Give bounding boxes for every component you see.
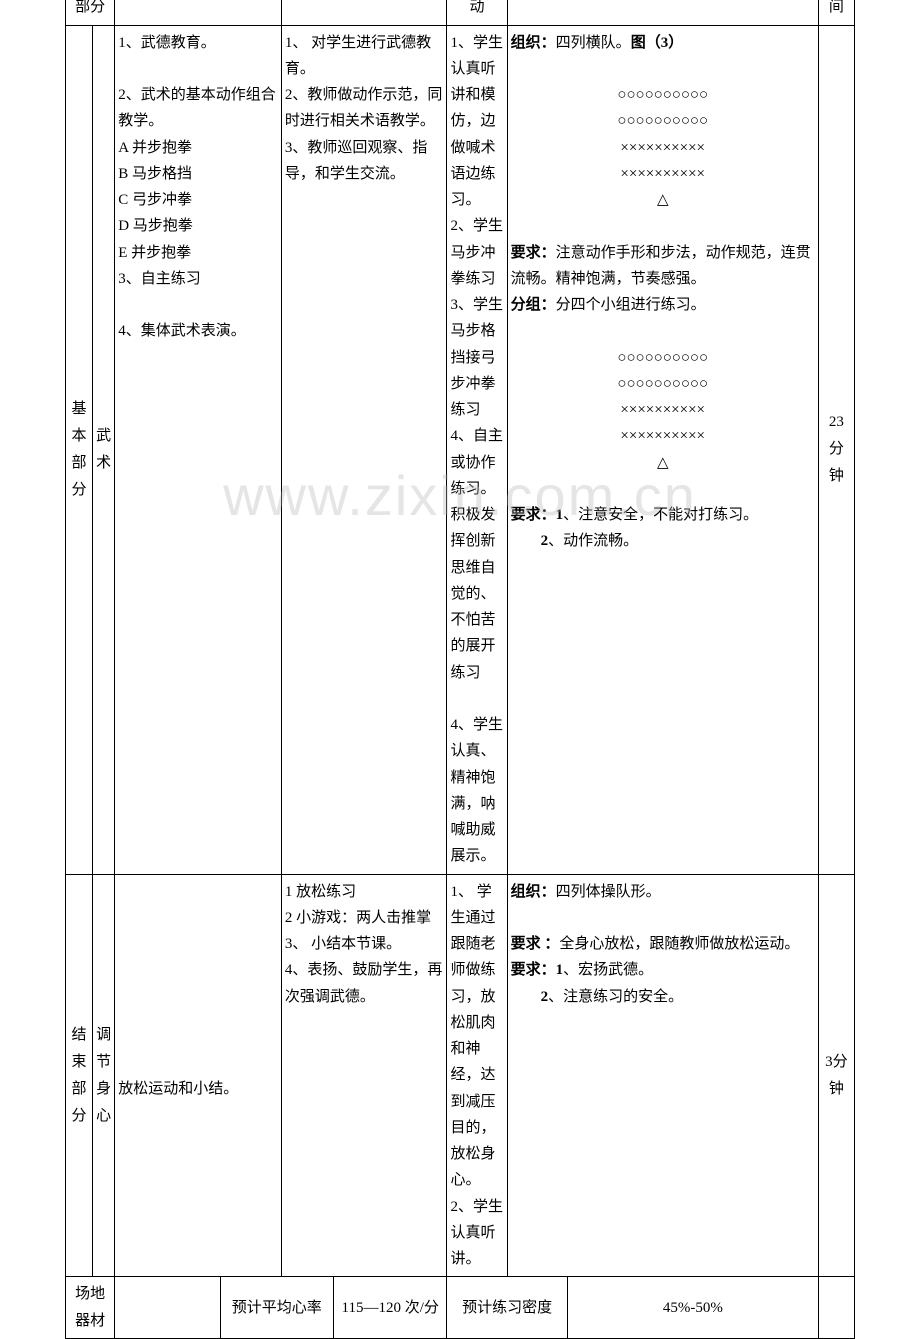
content-basic: 1、武德教育。 2、武术的基本动作组合教学。 A 并步抱拳 B 马步格挡 C 弓…	[115, 25, 282, 874]
org-end: 组织：四列体操队形。 要求 ：全身心放松，跟随教师做放松运动。 要求：1、宏扬武…	[507, 874, 818, 1277]
teacher-end: 1 放松练习 2 小游戏：两人击推掌 3、 小结本节课。 4、表扬、鼓励学生，再…	[281, 874, 447, 1277]
header-time: 时间	[818, 0, 854, 25]
document-page: www.zixin.com.cn 课的部分 教学内容 教师活动 学生活动 组织与…	[65, 0, 855, 1339]
section-end: 结束部分	[66, 874, 93, 1277]
equipment-label: 场地器材	[66, 1277, 115, 1339]
heartrate-value: 115—120 次/分	[334, 1277, 447, 1339]
subsection-adjust: 调节身心	[93, 874, 115, 1277]
org-basic: 组织：四列横队。图（3） ○○○○○○○○○○ ○○○○○○○○○○ ×××××…	[507, 25, 818, 874]
header-student: 学生活动	[447, 0, 507, 25]
table-header-row: 课的部分 教学内容 教师活动 学生活动 组织与要求 时间	[66, 0, 855, 25]
equipment-value	[115, 1277, 220, 1339]
heartrate-label: 预计平均心率	[220, 1277, 333, 1339]
teacher-basic: 1、 对学生进行武德教育。 2、教师做动作示范，同时进行相关术语教学。 3、教师…	[281, 25, 447, 874]
footer-empty	[818, 1277, 854, 1339]
header-org: 组织与要求	[507, 0, 818, 25]
student-end: 1、 学生通过跟随老师做练习，放松肌肉和神经，达到减压目的，放松身心。 2、学生…	[447, 874, 507, 1277]
formation-diagram-2: ○○○○○○○○○○ ○○○○○○○○○○ ×××××××××× ×××××××…	[511, 345, 815, 476]
end-section-row: 结束部分 调节身心 放松运动和小结。 1 放松练习 2 小游戏：两人击推掌 3、…	[66, 874, 855, 1277]
subsection-wushu: 武术	[93, 25, 115, 874]
header-section: 课的部分	[66, 0, 115, 25]
footer-row: 场地器材 预计平均心率 115—120 次/分 预计练习密度 45%-50%	[66, 1277, 855, 1339]
density-value: 45%-50%	[567, 1277, 818, 1339]
header-content: 教学内容	[115, 0, 282, 25]
time-end: 3分钟	[818, 874, 854, 1277]
content-end: 放松运动和小结。	[115, 874, 282, 1277]
student-basic: 1、学生认真听讲和模仿，边做喊术语边练习。 2、学生马步冲拳练习 3、学生马步格…	[447, 25, 507, 874]
formation-diagram-1: ○○○○○○○○○○ ○○○○○○○○○○ ×××××××××× ×××××××…	[511, 82, 815, 213]
time-basic: 23分钟	[818, 25, 854, 874]
basic-section-row: 基本部分 武术 1、武德教育。 2、武术的基本动作组合教学。 A 并步抱拳 B …	[66, 25, 855, 874]
density-label: 预计练习密度	[447, 1277, 567, 1339]
lesson-plan-table: 课的部分 教学内容 教师活动 学生活动 组织与要求 时间 基本部分 武术 1、武…	[65, 0, 855, 1339]
header-teacher: 教师活动	[281, 0, 447, 25]
section-basic: 基本部分	[66, 25, 93, 874]
